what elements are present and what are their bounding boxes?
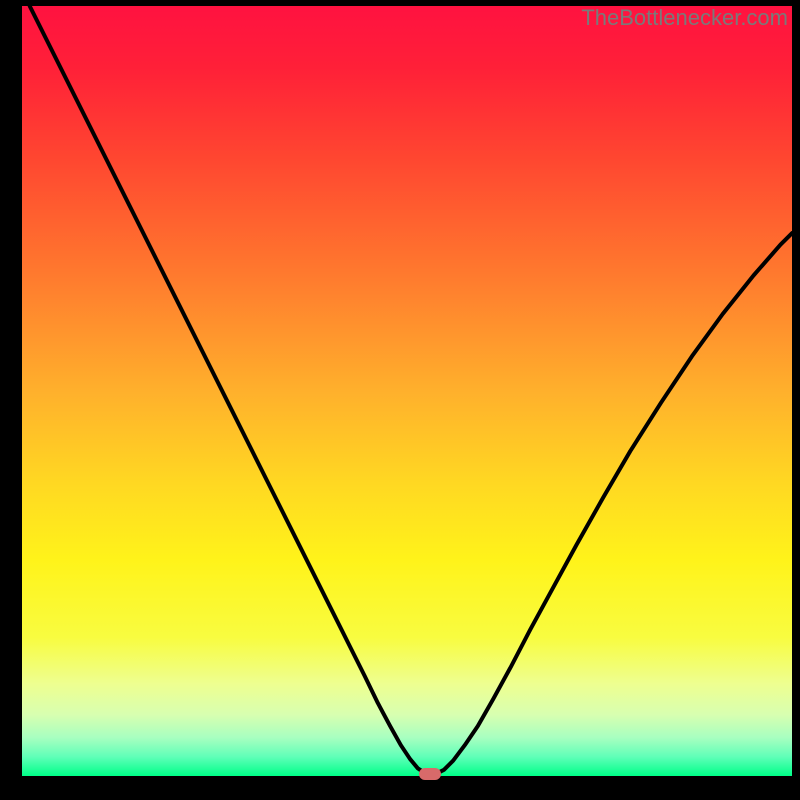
minimum-marker bbox=[419, 768, 441, 780]
bottleneck-chart: TheBottlenecker.com bbox=[0, 0, 800, 800]
bottleneck-curve bbox=[0, 0, 800, 800]
watermark-label: TheBottlenecker.com bbox=[581, 5, 788, 31]
